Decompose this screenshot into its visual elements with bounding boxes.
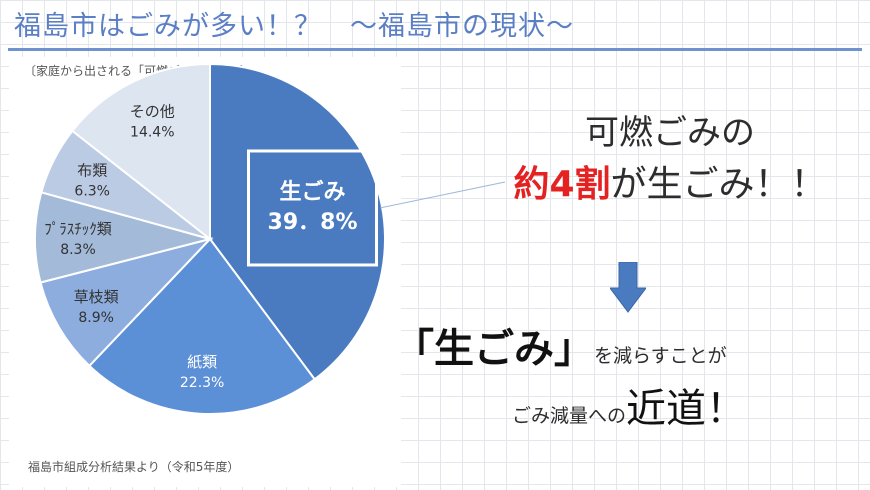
pie-slice-paper [87,237,317,415]
callout-highlight: 約4割 [513,164,611,205]
down-arrow-icon [610,262,646,313]
slice-value-namagomi: 39．8% [268,210,358,235]
callout-line2: 約4割が生ごみ！！ [500,155,840,207]
callout-shortcut: 近道 [626,386,707,432]
callout-line2-rest: が生ごみ！！ [610,164,827,205]
slice-value-paper: 22.3% [180,375,224,391]
chart-source: 福島市組成分析結果より（令和5年度） [28,460,240,474]
slice-label-other: その他 [130,102,175,120]
page-title: 福島市はごみが多い！？ ～福島市の現状～ [14,11,574,42]
callout-exclaim: ！ [706,386,747,432]
slice-value-other: 14.4% [130,124,174,140]
pie-slice-other [70,62,211,242]
callout-namagomi: 「生ごみ」 [394,326,594,372]
callout-leader-line [380,181,506,209]
callout-line1: 可燃ごみの [585,113,755,153]
callout-line4-text: ごみ減量への [512,405,627,427]
slice-label-plastic: ﾌﾟﾗｽﾁｯｸ類 [44,220,112,238]
pie-slice-grass [39,237,214,368]
callout-line3-rest: を減らすことが [594,345,727,367]
highlight-box [247,149,379,267]
slice-value-cloth: 6.3% [74,183,110,199]
pie-slice-plastic [34,191,214,284]
slice-value-plastic: 8.3% [60,242,96,258]
slice-label-paper: 紙類 [187,353,217,371]
slice-value-grass: 8.9% [78,310,114,326]
slice-label-grass: 草枝類 [74,288,119,306]
callout-line4: ごみ減量への近道！ [512,376,746,434]
slice-label-cloth: 布類 [77,161,107,179]
title-divider [8,48,862,51]
callout-line3: 「生ごみ」を減らすことが [394,316,727,374]
slice-label-namagomi: 生ごみ [279,179,345,205]
